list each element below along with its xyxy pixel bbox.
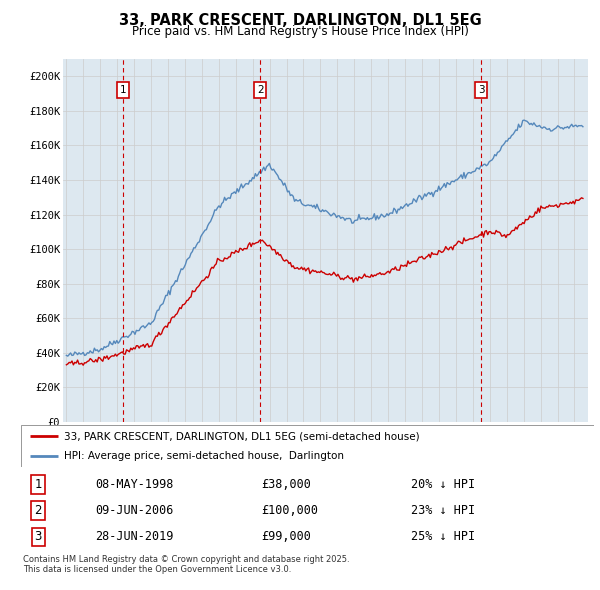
Text: 09-JUN-2006: 09-JUN-2006 xyxy=(95,504,174,517)
Text: 23% ↓ HPI: 23% ↓ HPI xyxy=(410,504,475,517)
FancyBboxPatch shape xyxy=(21,425,594,467)
Text: 08-MAY-1998: 08-MAY-1998 xyxy=(95,478,174,491)
Text: 33, PARK CRESCENT, DARLINGTON, DL1 5EG (semi-detached house): 33, PARK CRESCENT, DARLINGTON, DL1 5EG (… xyxy=(64,431,419,441)
Text: £99,000: £99,000 xyxy=(262,530,311,543)
Text: 1: 1 xyxy=(34,478,42,491)
Text: Contains HM Land Registry data © Crown copyright and database right 2025.
This d: Contains HM Land Registry data © Crown c… xyxy=(23,555,349,574)
Text: 1: 1 xyxy=(120,85,127,95)
Text: Price paid vs. HM Land Registry's House Price Index (HPI): Price paid vs. HM Land Registry's House … xyxy=(131,25,469,38)
Text: 3: 3 xyxy=(35,530,42,543)
Text: 2: 2 xyxy=(34,504,42,517)
Text: 3: 3 xyxy=(478,85,484,95)
Text: 33, PARK CRESCENT, DARLINGTON, DL1 5EG: 33, PARK CRESCENT, DARLINGTON, DL1 5EG xyxy=(119,13,481,28)
Text: 25% ↓ HPI: 25% ↓ HPI xyxy=(410,530,475,543)
Text: 28-JUN-2019: 28-JUN-2019 xyxy=(95,530,174,543)
Text: HPI: Average price, semi-detached house,  Darlington: HPI: Average price, semi-detached house,… xyxy=(64,451,344,461)
Text: 2: 2 xyxy=(257,85,263,95)
Text: £38,000: £38,000 xyxy=(262,478,311,491)
Text: 20% ↓ HPI: 20% ↓ HPI xyxy=(410,478,475,491)
Text: £100,000: £100,000 xyxy=(262,504,319,517)
